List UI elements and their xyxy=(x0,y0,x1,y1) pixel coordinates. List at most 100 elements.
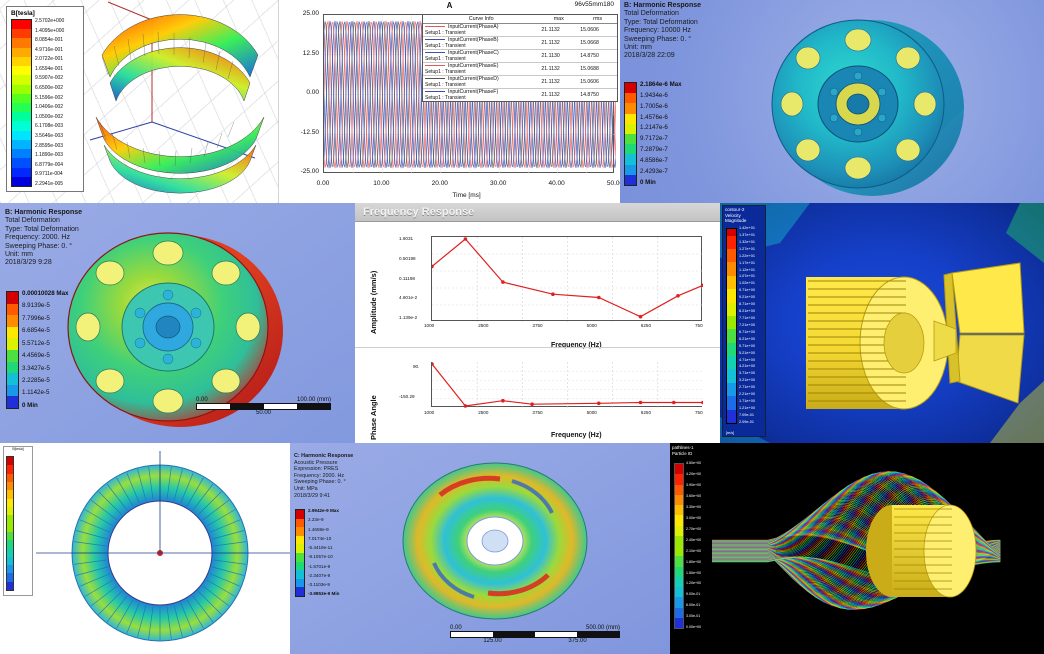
curve-info-legend: Curve Info max rms InputCurrent(PhaseA) S… xyxy=(422,14,618,102)
acoustic-pressure-disc xyxy=(402,462,588,620)
acoustic-legend-labels: 2.9942e-9 Max 2.23e-9 1.4659e-9 7.0174e-10-… xyxy=(308,508,340,597)
harm2k-type: Type: Total Deformation xyxy=(5,225,79,233)
current-y-tick: 12.50 xyxy=(302,49,319,57)
harm10k-result: Total Deformation xyxy=(624,10,679,18)
curve-max-cell: 21.1132 xyxy=(539,75,579,89)
rotor-deformation-model-10khz xyxy=(771,19,964,196)
current-x-tick: 50.00 xyxy=(606,180,620,187)
panel-harmonic-response-2khz: B: Harmonic Response Total Deformation T… xyxy=(0,203,355,443)
amplitude-x-tick: 1000 xyxy=(424,323,435,328)
curve-setup-label: Setup1 : Transient xyxy=(425,56,466,62)
flux2d-legend-title: B[tesla] xyxy=(12,447,24,451)
streamlines-name: pathlines-1 xyxy=(672,445,694,450)
curve-name-cell: InputCurrent(PhaseF) Setup1 : Transient xyxy=(423,88,540,101)
amplitude-x-axis-title: Frequency (Hz) xyxy=(551,342,602,349)
cfd-contour-scene xyxy=(720,203,1044,443)
current-x-tick: 40.00 xyxy=(548,180,565,187)
harm10k-sweeping-phase: Sweeping Phase: 0. ° xyxy=(624,35,692,43)
acoustic-frequency: Frequency: 2000. Hz xyxy=(294,472,345,479)
curve-info-header: Curve Info xyxy=(423,15,540,24)
cfd-quantity-name: Velocity Magnitude xyxy=(725,212,747,224)
harm2k-scale-left: 0.00 xyxy=(196,397,208,403)
magnetic-color-legend: 2.5702e+000 1.4095e+000 8.0854e-001 4.9716e… xyxy=(11,19,80,187)
amplitude-x-tick: 2500 xyxy=(478,323,489,328)
panel-particle-streamlines: pathlines-1 Particle ID 4.50e+00 4.20e+00… xyxy=(670,443,1044,654)
curve-color-swatch xyxy=(425,65,445,67)
curve-setup-label: Setup1 : Transient xyxy=(425,82,466,88)
curve-max-cell: 21.1132 xyxy=(541,27,560,33)
acoustic-unit: Unit: MPa xyxy=(294,485,318,492)
phase-y-axis-label: Phase Angle xyxy=(369,395,378,440)
curve-rms-cell: 14.8750 xyxy=(578,88,617,101)
cfd-color-bar xyxy=(726,228,737,424)
curve-rms-cell: 15.0606 xyxy=(580,27,599,33)
harm2k-scale-bar: 0.00 100.00 (mm) 50.00 xyxy=(196,397,331,416)
curve-max-cell: 21.1130 xyxy=(539,49,579,63)
current-y-tick: -25.00 xyxy=(300,168,319,175)
harm2k-scale-right: 100.00 (mm) xyxy=(296,397,331,403)
acoustic-header: C: Harmonic Response Acoustic Pressure E… xyxy=(294,453,353,499)
harm2k-color-legend: 0.00010028 Max 8.9139e-5 7.7996e-5 6.6854e-… xyxy=(6,290,68,409)
streamlines-quantity: Particle ID xyxy=(672,450,693,456)
harm2k-result: Total Deformation xyxy=(5,217,60,225)
curve-rms-cell: 14.8750 xyxy=(578,49,617,63)
acoustic-sweeping-phase: Sweeping Phase: 0. ° xyxy=(294,479,346,486)
curve-info-max-header: max xyxy=(539,15,579,24)
phase-x-axis-title: Frequency (Hz) xyxy=(551,432,602,439)
amplitude-x-tick: 5000 xyxy=(586,323,597,328)
amplitude-y-axis-label: Amplitude (mm/s) xyxy=(369,270,378,334)
design-tab-label[interactable]: 96v55mm180 xyxy=(574,1,614,8)
amplitude-y-tick: 4.601e-2 xyxy=(399,295,418,301)
frequency-response-title: Frequency Response xyxy=(355,203,720,222)
streamlines-colorbar-header: pathlines-1 Particle ID xyxy=(672,445,714,456)
acoustic-title: C: Harmonic Response xyxy=(294,453,354,459)
phase-x-tick: 750 xyxy=(695,410,703,415)
amplitude-x-tick: 750 xyxy=(695,323,703,328)
panel-acoustic-pressure: C: Harmonic Response Acoustic Pressure E… xyxy=(290,443,670,654)
chart-title: A xyxy=(446,1,453,10)
harm10k-legend-labels: 2.1864e-6 Max 1.9434e-6 1.7005e-6 1.4576e-6… xyxy=(640,81,682,186)
harm2k-sweeping-phase: Sweeping Phase: 0. ° xyxy=(5,242,73,250)
amplitude-plot-box xyxy=(431,236,703,322)
curve-setup-label: Setup1 : Transient xyxy=(425,69,466,75)
current-x-tick: 20.00 xyxy=(431,180,448,187)
phase-y-tick: -150.29 xyxy=(399,394,415,399)
streamlines-colorbar-box: pathlines-1 Particle ID 4.50e+00 4.20e+00… xyxy=(672,445,714,635)
harm10k-header: B: Harmonic Response Total Deformation T… xyxy=(624,2,701,61)
curve-max-cell: 21.1132 xyxy=(539,88,579,101)
cfd-unit: [m/s] xyxy=(726,431,735,435)
phase-plot-box xyxy=(431,362,703,408)
magnetic-legend-box: B[tesla] 2.5702e+000 1.4095e+000 8.0854e-0… xyxy=(6,6,84,192)
curve-max-cell: 21.1132 xyxy=(539,62,579,76)
curve-name-cell: InputCurrent(PhaseD) Setup1 : Transient xyxy=(423,75,540,89)
acoustic-color-bar xyxy=(295,509,305,597)
acoustic-scale-tick-1: 125.00 xyxy=(483,638,502,644)
curve-name-cell: InputCurrent(PhaseA) Setup1 : Transient xyxy=(423,24,539,37)
phase-x-tick: 6250 xyxy=(640,410,652,415)
current-x-tick: 30.00 xyxy=(490,180,507,187)
phase-curve xyxy=(432,362,703,408)
harm2k-title: B: Harmonic Response xyxy=(5,209,83,216)
curve-info-row: InputCurrent(PhaseB) Setup1 : Transient 21… xyxy=(423,36,617,50)
curve-setup-label: Setup1 : Transient xyxy=(425,43,466,49)
magnetic-legend-labels: 2.5702e+000 1.4095e+000 8.0854e-001 4.9716e… xyxy=(35,18,65,187)
phase-subplot: Phase Angle 90. -150.29 1000 2500 3750 5000 6… xyxy=(355,347,720,443)
curve-setup-label: Setup1 : Transient xyxy=(425,95,466,101)
harm2k-unit: Unit: mm xyxy=(5,251,33,259)
harm2k-scale-mid: 50.00 xyxy=(255,410,271,416)
amplitude-y-tick: 1.139e-2 xyxy=(399,315,418,320)
curve-rms-cell: 15.0688 xyxy=(578,62,617,76)
cfd-contour-name: contour-2 xyxy=(725,207,745,212)
curve-setup-label: Setup1 : Transient xyxy=(425,30,466,36)
flux2d-color-bar xyxy=(6,456,14,591)
curve-rms-cell: 15.0668 xyxy=(578,36,617,50)
magnetic-legend-title: B[tesla] xyxy=(11,10,35,17)
amplitude-y-tick: 1.6031 xyxy=(399,236,414,241)
amplitude-x-tick: 3750 xyxy=(532,323,543,328)
harm2k-color-bar xyxy=(6,291,19,409)
curve-info-row: InputCurrent(PhaseF) Setup1 : Transient 21… xyxy=(423,88,617,101)
amplitude-x-tick: 6250 xyxy=(640,323,652,328)
flux-2d-cross-section xyxy=(36,451,290,642)
curve-info-table: Curve Info max rms InputCurrent(PhaseA) S… xyxy=(423,15,617,101)
